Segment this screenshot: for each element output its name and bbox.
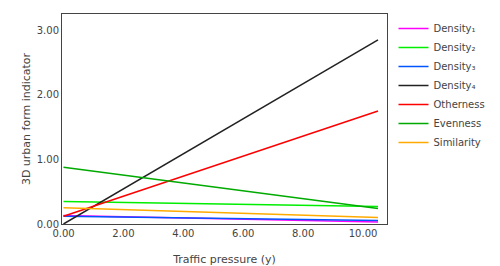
- svg-text:0.00: 0.00: [52, 228, 74, 239]
- svg-text:6.00: 6.00: [232, 228, 254, 239]
- svg-text:Traffic pressure (y): Traffic pressure (y): [172, 253, 276, 266]
- svg-text:Evenness: Evenness: [434, 118, 482, 129]
- svg-text:Density₁: Density₁: [434, 23, 476, 34]
- svg-text:2.00: 2.00: [37, 89, 59, 100]
- svg-text:Density₄: Density₄: [434, 80, 476, 91]
- svg-text:Otherness: Otherness: [434, 99, 485, 110]
- svg-text:0.00: 0.00: [37, 219, 59, 230]
- svg-text:Similarity: Similarity: [434, 137, 481, 148]
- svg-text:3.00: 3.00: [37, 25, 59, 36]
- svg-text:4.00: 4.00: [172, 228, 194, 239]
- svg-text:8.00: 8.00: [292, 228, 314, 239]
- svg-text:Density₂: Density₂: [434, 42, 476, 53]
- svg-text:Density₃: Density₃: [434, 61, 476, 72]
- svg-text:2.00: 2.00: [112, 228, 134, 239]
- svg-text:3D urban form indicator: 3D urban form indicator: [20, 52, 33, 185]
- svg-text:10.00: 10.00: [349, 228, 378, 239]
- svg-text:1.00: 1.00: [37, 154, 59, 165]
